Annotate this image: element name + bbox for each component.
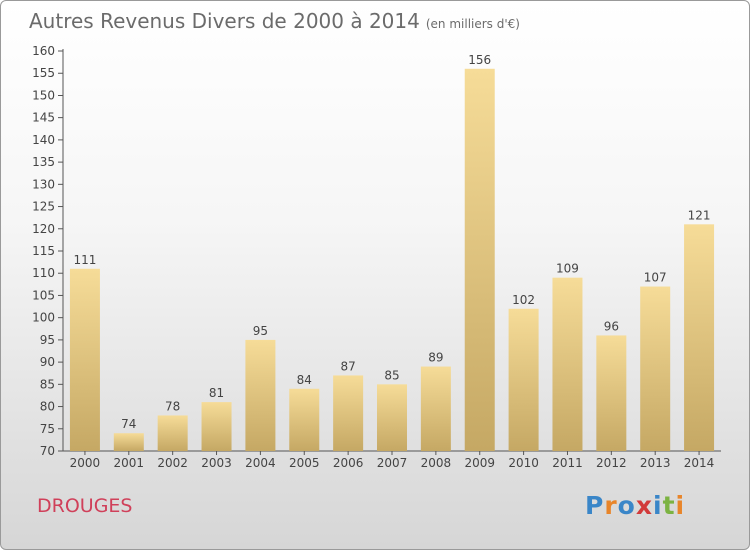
x-tick-label: 2005 — [289, 456, 320, 470]
bar — [377, 384, 407, 451]
bar-value-label: 87 — [340, 359, 355, 373]
y-tick-label: 135 — [32, 155, 55, 169]
bar-value-label: 74 — [121, 417, 136, 431]
y-tick-label: 85 — [40, 377, 55, 391]
x-tick-label: 2001 — [114, 456, 145, 470]
bar-value-label: 89 — [428, 351, 443, 365]
commune-name: DROUGES — [37, 495, 133, 517]
bar — [113, 433, 144, 451]
bar — [201, 402, 232, 451]
x-tick-label: 2002 — [157, 456, 188, 470]
bar-value-label: 81 — [209, 386, 224, 400]
bar — [640, 286, 671, 451]
y-tick-label: 70 — [40, 444, 55, 458]
y-tick-label: 160 — [32, 44, 55, 58]
logo-letter: i — [675, 491, 686, 520]
x-tick-label: 2012 — [596, 456, 627, 470]
proxiti-logo: Proxiti — [585, 491, 685, 520]
x-tick-label: 2008 — [421, 456, 452, 470]
y-tick-label: 120 — [32, 222, 55, 236]
x-tick-label: 2014 — [684, 456, 715, 470]
bar — [245, 339, 276, 451]
logo-letter: i — [653, 491, 663, 520]
title-text: Autres Revenus Divers de 2000 à 2014 — [29, 9, 420, 33]
x-tick-label: 2004 — [245, 456, 276, 470]
logo-letter: o — [617, 491, 636, 520]
bar — [333, 375, 364, 451]
bar — [596, 335, 627, 451]
y-tick-label: 130 — [32, 177, 55, 191]
y-tick-label: 75 — [40, 422, 55, 436]
y-tick-label: 95 — [40, 333, 55, 347]
x-tick-label: 2011 — [552, 456, 583, 470]
bar-value-label: 84 — [297, 373, 312, 387]
bar-value-label: 109 — [556, 262, 579, 276]
y-tick-label: 80 — [40, 400, 55, 414]
y-tick-label: 145 — [32, 111, 55, 125]
bar-value-label: 107 — [644, 271, 667, 285]
bar — [552, 277, 583, 451]
logo-letter: P — [585, 491, 605, 520]
y-tick-label: 115 — [32, 244, 55, 258]
x-tick-label: 2010 — [508, 456, 539, 470]
bar-value-label: 85 — [384, 368, 399, 382]
x-tick-label: 2013 — [640, 456, 671, 470]
bar-value-label: 95 — [253, 324, 268, 338]
bar — [69, 268, 100, 451]
y-tick-label: 100 — [32, 311, 55, 325]
bar-value-label: 78 — [165, 399, 180, 413]
bar-value-label: 111 — [73, 253, 96, 267]
x-tick-label: 2003 — [201, 456, 232, 470]
x-tick-label: 2000 — [70, 456, 101, 470]
title-unit: (en milliers d'€) — [425, 17, 520, 31]
bar — [464, 68, 495, 452]
y-tick-label: 90 — [40, 355, 55, 369]
bar-value-label: 102 — [512, 293, 535, 307]
bar-value-label: 121 — [688, 208, 711, 222]
bar — [420, 366, 451, 451]
bars: 111 74 78 81 95 84 87 85 89 156 102 109 96 107 121 — [69, 53, 715, 452]
x-tick-label: 2009 — [464, 456, 495, 470]
y-tick-label: 150 — [32, 88, 55, 102]
bar-value-label: 156 — [468, 53, 491, 67]
y-tick-label: 140 — [32, 133, 55, 147]
y-tick-label: 110 — [32, 266, 55, 280]
bar — [289, 388, 320, 451]
chart-title: Autres Revenus Divers de 2000 à 2014 (en … — [29, 9, 520, 33]
logo-letter: t — [662, 491, 676, 520]
bar-value-label: 96 — [604, 319, 619, 333]
logo-letter: x — [635, 491, 653, 520]
y-tick-label: 155 — [32, 66, 55, 80]
bar — [684, 224, 715, 451]
y-tick-label: 125 — [32, 200, 55, 214]
y-tick-label: 105 — [32, 288, 55, 302]
bar — [157, 415, 188, 451]
x-tick-label: 2006 — [333, 456, 364, 470]
bar — [508, 308, 539, 451]
logo-letter: r — [604, 491, 618, 520]
axes: 70 75 80 85 90 95 100 105 110 115 120 125 130 135 140 1… — [32, 44, 721, 470]
x-tick-label: 2007 — [377, 456, 408, 470]
